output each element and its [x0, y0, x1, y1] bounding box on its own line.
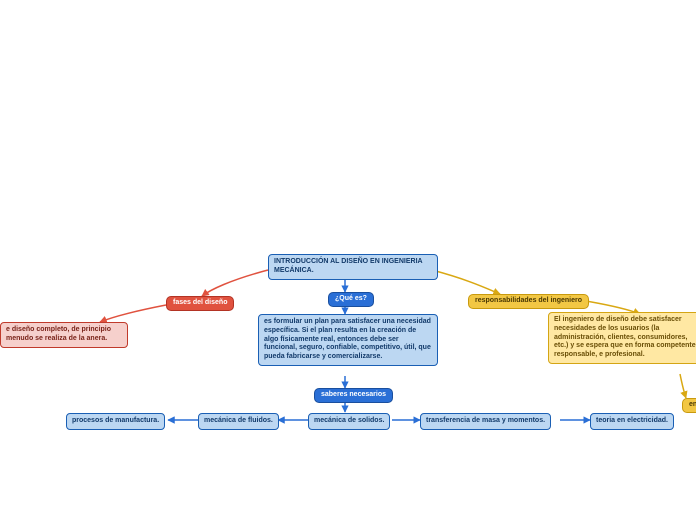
resp-desc[interactable]: El ingeniero de diseño debe satisfacer n…: [548, 312, 696, 364]
enf-pill[interactable]: enf: [682, 398, 696, 413]
fases-pill[interactable]: fases del diseño: [166, 296, 234, 311]
root-node[interactable]: INTRODUCCIÓN AL DISEÑO EN INGENIERIA MEC…: [268, 254, 438, 280]
que-es-desc[interactable]: es formular un plan para satisfacer una …: [258, 314, 438, 366]
saberes-item-1[interactable]: mecánica de fluidos.: [198, 413, 279, 430]
resp-pill[interactable]: responsabilidades del ingeniero: [468, 294, 589, 309]
fases-desc[interactable]: e diseño completo, de principio menudo s…: [0, 322, 128, 348]
saberes-item-4[interactable]: teoria en electricidad.: [590, 413, 674, 430]
saberes-pill[interactable]: saberes necesarios: [314, 388, 393, 403]
saberes-item-3[interactable]: transferencia de masa y momentos.: [420, 413, 551, 430]
saberes-item-2[interactable]: mecánica de solidos.: [308, 413, 390, 430]
que-es-pill[interactable]: ¿Qué es?: [328, 292, 374, 307]
saberes-item-0[interactable]: procesos de manufactura.: [66, 413, 165, 430]
